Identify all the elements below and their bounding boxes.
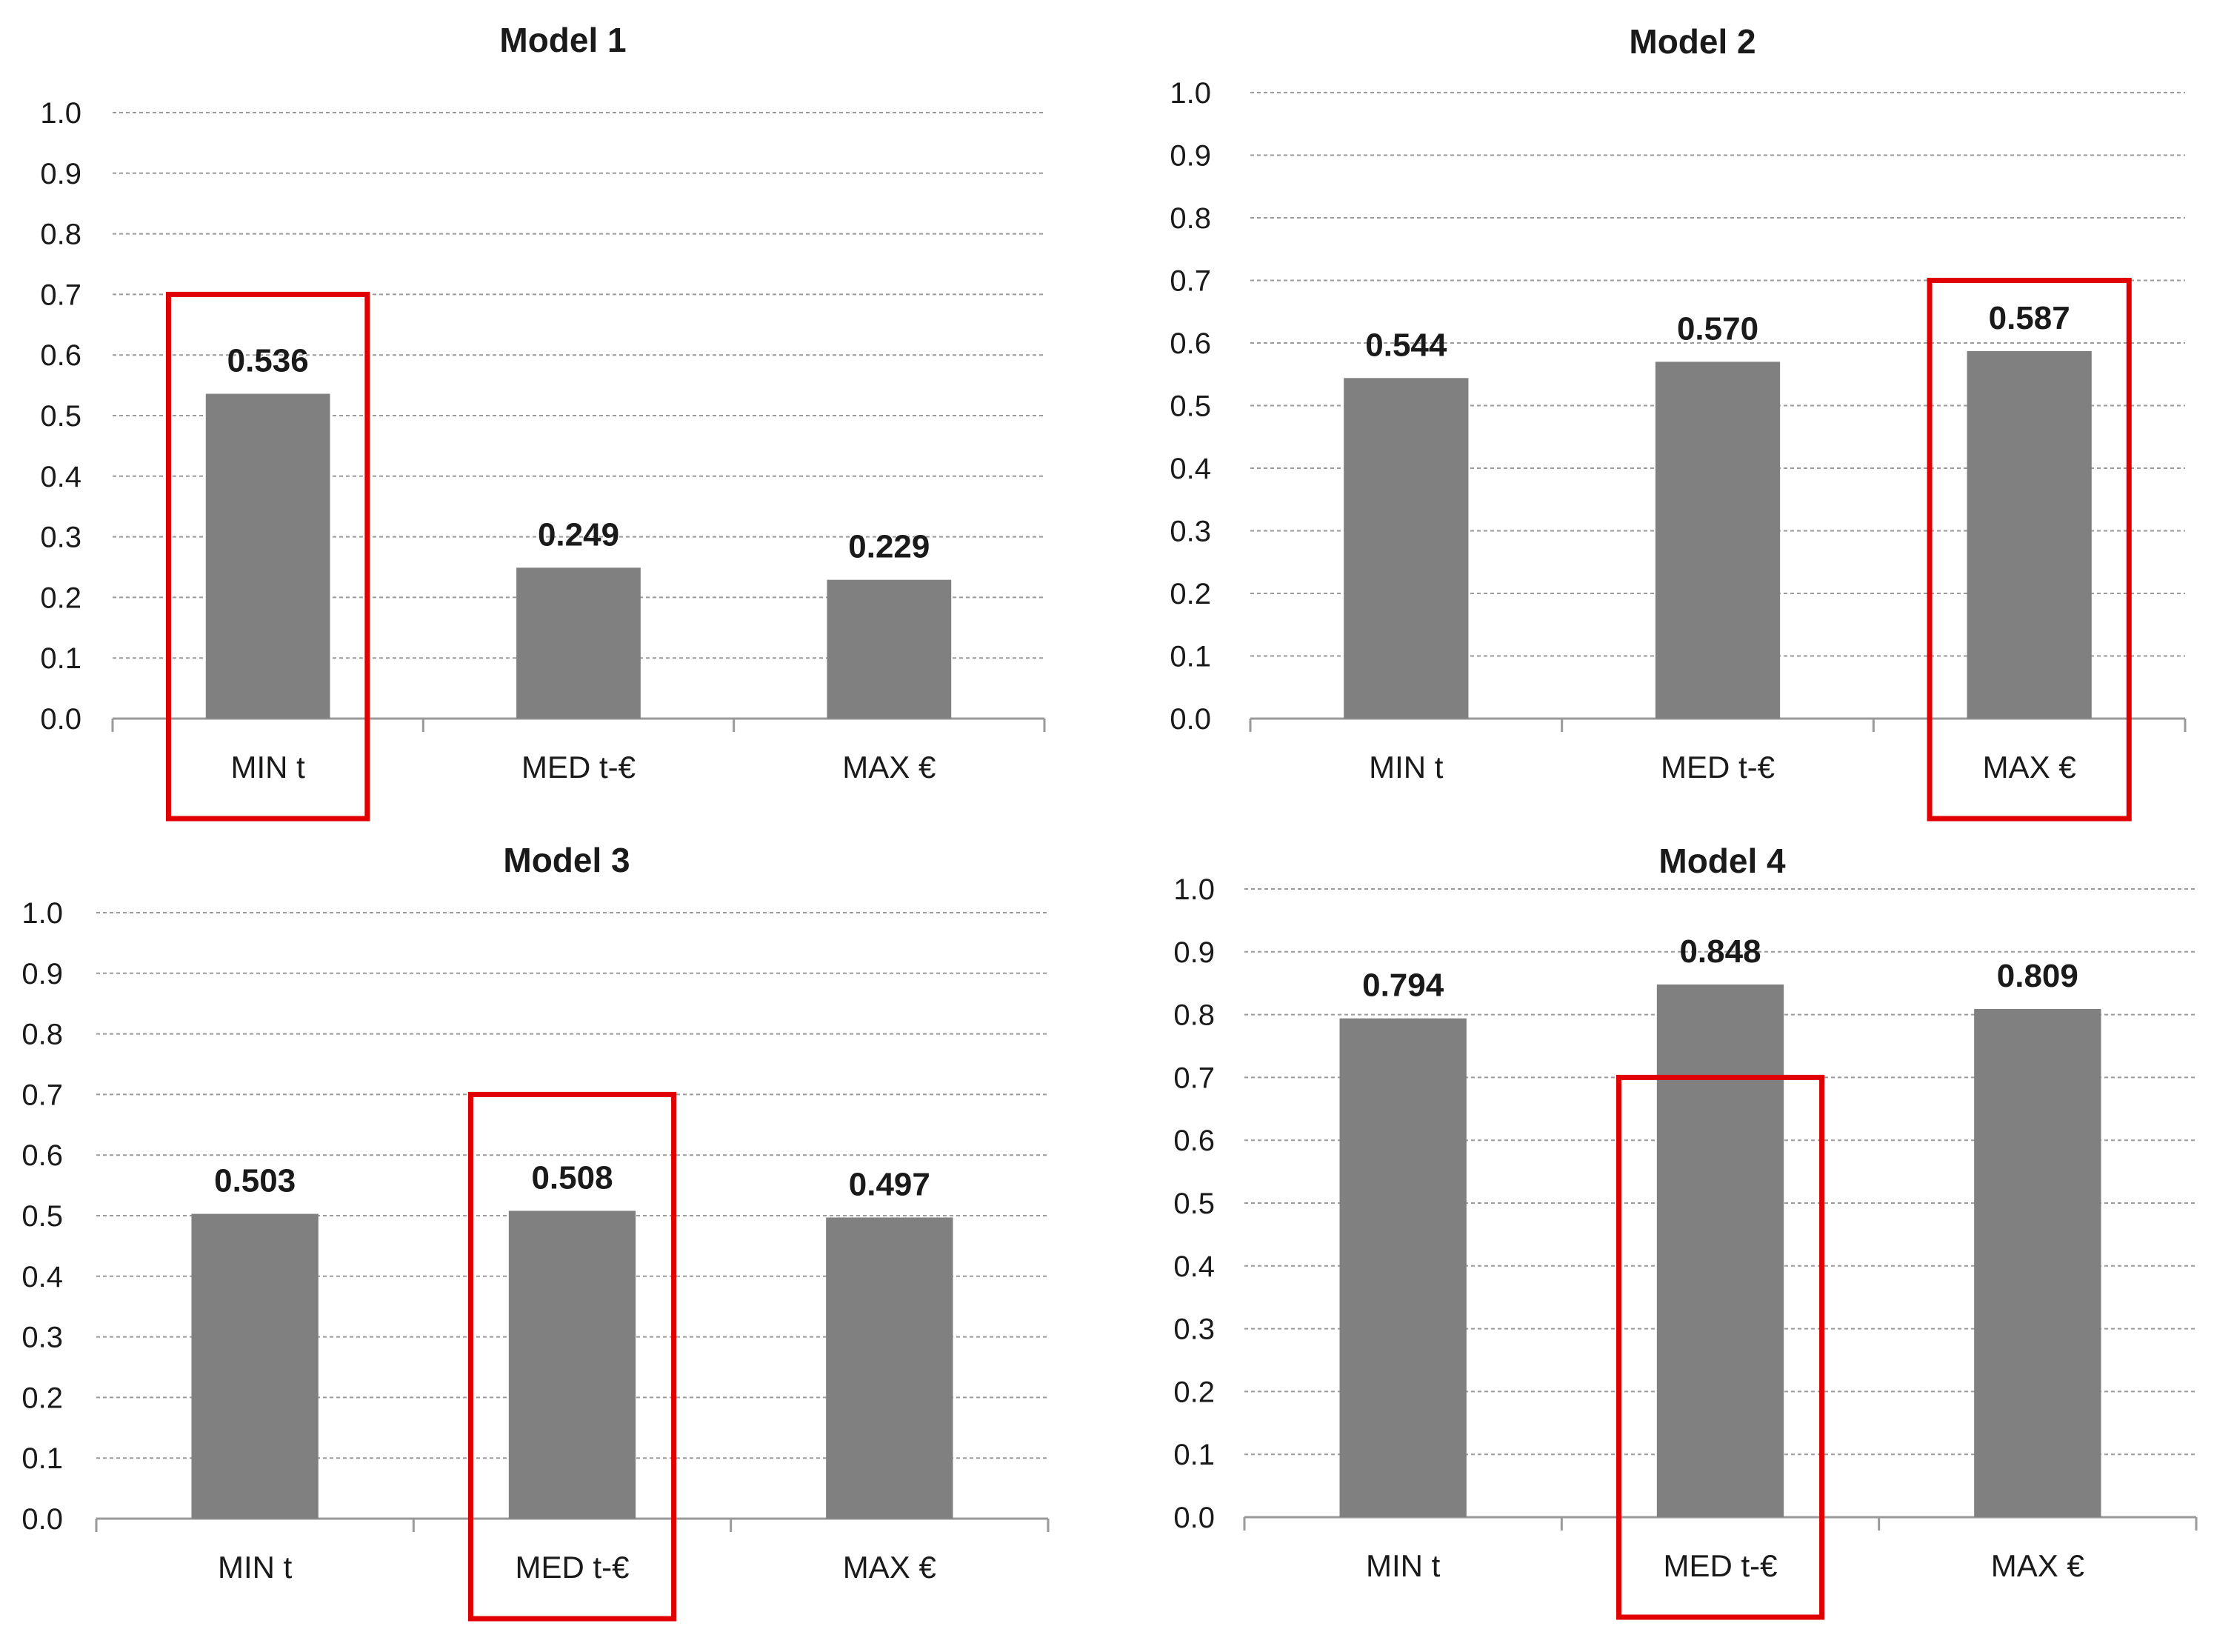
- y-tick-label: 0.9: [1170, 140, 1211, 173]
- data-label: 0.544: [1365, 327, 1447, 363]
- bar: [191, 1213, 319, 1519]
- data-label: 0.497: [849, 1166, 930, 1202]
- highlight-box: [165, 291, 370, 822]
- y-tick-label: 0.9: [40, 158, 81, 190]
- y-tick-label: 1.0: [1173, 873, 1215, 906]
- y-tick-label: 0.4: [21, 1261, 63, 1293]
- y-tick-label: 0.8: [1173, 999, 1215, 1032]
- x-tick-label: MED t-€: [521, 750, 636, 785]
- x-tick-label: MIN t: [1369, 750, 1444, 785]
- y-tick-label: 0.7: [40, 279, 81, 311]
- y-tick-label: 0.1: [1170, 641, 1211, 673]
- data-label: 0.809: [1997, 958, 2078, 994]
- y-tick-label: 0.5: [1170, 390, 1211, 423]
- bar: [508, 1210, 636, 1519]
- data-label: 0.794: [1362, 967, 1444, 1004]
- x-tick-label: MAX €: [1991, 1548, 2084, 1583]
- y-tick-label: 0.4: [1173, 1250, 1215, 1283]
- bar: [1339, 1018, 1467, 1517]
- y-tick-label: 0.3: [40, 522, 81, 554]
- y-tick-label: 0.2: [40, 582, 81, 614]
- x-tick-label: MED t-€: [1663, 1548, 1777, 1583]
- chart-title: Model 4: [1658, 842, 1786, 880]
- y-tick-label: 0.6: [40, 339, 81, 372]
- y-tick-label: 0.8: [1170, 202, 1211, 235]
- y-tick-label: 1.0: [1170, 77, 1211, 110]
- y-tick-label: 0.8: [40, 219, 81, 251]
- chart-panel-model-1: Model 1 0.0 0.1 0.2 0.3 0.4 0.5 0.6 0.7 0.8 0.9 1.0…: [40, 21, 1046, 822]
- y-tick-label: 0.6: [1170, 327, 1211, 360]
- x-tick-label: MAX €: [842, 750, 936, 785]
- data-label: 0.570: [1677, 310, 1758, 347]
- y-tick-label: 0.7: [1173, 1062, 1215, 1094]
- y-tick-label: 0.4: [40, 461, 81, 493]
- highlight-box: [1927, 278, 2132, 822]
- y-tick-label: 0.2: [1170, 578, 1211, 610]
- x-tick-label: MAX €: [843, 1550, 936, 1585]
- bar: [205, 393, 330, 719]
- bar: [1655, 362, 1781, 719]
- y-tick-label: 0.1: [1173, 1439, 1215, 1471]
- chart-panel-model-4: Model 4 0.0 0.1 0.2 0.3 0.4 0.5 0.6 0.7 0.8 0.9 1.0…: [1173, 842, 2198, 1620]
- x-tick-label: MIN t: [218, 1550, 293, 1585]
- y-tick-label: 0.3: [21, 1322, 63, 1354]
- y-tick-label: 0.0: [21, 1503, 63, 1536]
- y-tick-label: 0.7: [21, 1079, 63, 1111]
- chart-title: Model 3: [503, 841, 630, 879]
- x-tick-label: MIN t: [231, 750, 306, 785]
- y-tick-label: 1.0: [40, 97, 81, 130]
- y-tick-label: 0.4: [1170, 453, 1211, 485]
- data-label: 0.536: [227, 343, 309, 379]
- x-tick-label: MED t-€: [515, 1550, 629, 1585]
- y-tick-label: 0.2: [1173, 1376, 1215, 1408]
- bar: [826, 1217, 953, 1519]
- y-tick-label: 0.0: [1170, 703, 1211, 736]
- chart-panel-model-3: Model 3 0.0 0.1 0.2 0.3 0.4 0.5 0.6 0.7 0.8 0.9 1.0…: [21, 841, 1050, 1622]
- y-tick-label: 0.0: [40, 703, 81, 736]
- x-tick-label: MIN t: [1366, 1548, 1441, 1583]
- y-tick-label: 0.6: [1173, 1125, 1215, 1157]
- y-tick-label: 0.1: [40, 642, 81, 675]
- data-label: 0.508: [531, 1159, 613, 1196]
- y-tick-label: 0.9: [1173, 936, 1215, 969]
- chart-panel-model-2: Model 2 0.0 0.1 0.2 0.3 0.4 0.5 0.6 0.7 0.8 0.9 1.0…: [1170, 22, 2187, 822]
- bar: [1974, 1008, 2101, 1517]
- highlight-box: [1616, 1074, 1825, 1620]
- y-tick-label: 0.5: [1173, 1188, 1215, 1220]
- highlight-box: [467, 1091, 677, 1622]
- chart-title: Model 1: [499, 21, 626, 59]
- y-tick-label: 0.6: [21, 1139, 63, 1172]
- y-tick-label: 0.9: [21, 958, 63, 990]
- bar: [1967, 350, 2092, 719]
- y-tick-label: 0.7: [1170, 265, 1211, 298]
- y-tick-label: 0.5: [21, 1200, 63, 1233]
- x-tick-label: MED t-€: [1661, 750, 1775, 785]
- data-label: 0.249: [538, 516, 619, 553]
- y-tick-label: 0.3: [1170, 516, 1211, 548]
- data-label: 0.587: [1989, 300, 2070, 336]
- y-tick-label: 0.5: [40, 400, 81, 433]
- y-tick-label: 0.3: [1173, 1313, 1215, 1346]
- data-label: 0.848: [1679, 933, 1761, 970]
- bar: [1344, 378, 1469, 719]
- data-label: 0.229: [848, 529, 930, 565]
- bar: [1656, 984, 1784, 1517]
- bar: [516, 567, 641, 719]
- y-tick-label: 1.0: [21, 897, 63, 930]
- y-tick-label: 0.2: [21, 1382, 63, 1414]
- data-label: 0.503: [214, 1163, 296, 1199]
- y-tick-label: 0.0: [1173, 1502, 1215, 1534]
- bar: [827, 579, 952, 719]
- y-tick-label: 0.8: [21, 1019, 63, 1051]
- y-tick-label: 0.1: [21, 1442, 63, 1475]
- chart-title: Model 2: [1629, 22, 1755, 61]
- x-tick-label: MAX €: [1983, 750, 2076, 785]
